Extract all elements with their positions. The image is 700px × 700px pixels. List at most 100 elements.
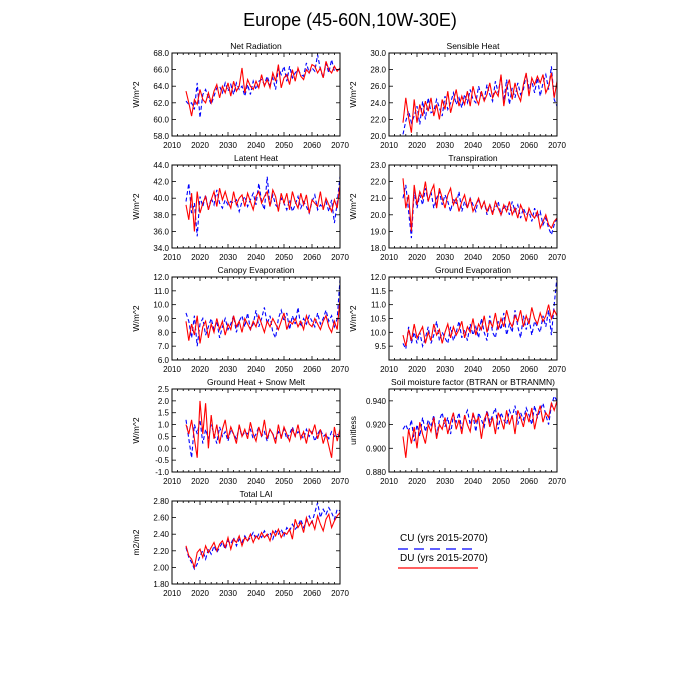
y-tick-label: 30.0 [370,49,386,58]
y-tick-label: 22.0 [370,115,386,124]
chart-ground-heat-snow-melt: 2010 2020 2030 2040 2050 2060 2070 -1.0 -0.5 0.0 0… [131,377,349,486]
x-tick-label: 2010 [380,141,398,150]
legend-label-du: DU (yrs 2015-2070) [400,553,488,564]
y-tick-label: 18.0 [370,244,386,253]
x-tick-label: 2030 [219,477,237,486]
y-tick-label: -1.0 [155,468,169,477]
y-tick-label: 8.0 [158,328,170,337]
y-tick-label: 26.0 [370,82,386,91]
chart-net-radiation: 2010 2020 2030 2040 2050 2060 2070 58.0 60.0 62.0… [131,41,349,150]
y-axis-label: W/m^2 [131,193,141,219]
y-tick-label: 1.0 [158,421,170,430]
y-axis-label: m2/m2 [131,529,141,555]
panel-title: Sensible Heat [447,41,501,51]
x-tick-label: 2020 [408,141,426,150]
y-tick-label: 0.940 [366,397,387,406]
x-tick-label: 2030 [436,253,454,262]
y-tick-label: 2.60 [153,514,169,523]
y-tick-label: 0.880 [366,468,387,477]
chart-latent-heat: 2010 2020 2030 2040 2050 2060 2070 34.0 36.0 38.0… [131,153,349,262]
y-tick-label: 0.0 [158,444,170,453]
x-tick-label: 2030 [436,477,454,486]
y-tick-label: 12.0 [370,273,386,282]
x-tick-label: 2030 [219,365,237,374]
x-tick-label: 2020 [191,365,209,374]
series-line-du [402,304,558,347]
y-axis-label: W/m^2 [131,81,141,107]
series-line-cu [185,502,341,571]
y-tick-label: 58.0 [153,132,169,141]
y-tick-label: 12.0 [153,273,169,282]
x-tick-label: 2050 [492,365,510,374]
y-tick-label: 2.0 [158,397,170,406]
x-tick-label: 2050 [275,365,293,374]
x-tick-label: 2060 [520,477,538,486]
y-tick-label: 19.0 [370,227,386,236]
panel-title: Ground Evaporation [435,265,511,275]
x-tick-label: 2010 [380,365,398,374]
y-tick-label: 2.00 [153,563,169,572]
x-tick-label: 2070 [331,253,349,262]
legend-label-cu: CU (yrs 2015-2070) [400,533,488,544]
x-tick-label: 2040 [247,365,265,374]
x-tick-label: 2070 [548,253,566,262]
y-tick-label: 2.40 [153,530,169,539]
series-line-du [402,400,558,458]
x-tick-label: 2060 [303,365,321,374]
y-tick-label: 10.0 [153,301,169,310]
x-tick-label: 2010 [380,253,398,262]
y-tick-label: 0.920 [366,421,387,430]
y-tick-label: -0.5 [155,456,169,465]
series-line-du [185,400,341,458]
y-tick-label: 1.5 [158,409,170,418]
series-line-cu [185,279,341,347]
x-tick-label: 2020 [191,253,209,262]
x-tick-label: 2010 [163,477,181,486]
y-tick-label: 11.0 [154,287,170,296]
y-axis-label: W/m^2 [348,193,358,219]
x-tick-label: 2020 [408,365,426,374]
y-tick-label: 7.0 [158,342,170,351]
y-tick-label: 23.0 [370,161,386,170]
series-line-du [402,72,558,133]
chart-ground-evaporation: 2010 2020 2030 2040 2050 2060 2070 9.5 10.0 10.5 1… [348,265,566,374]
x-tick-label: 2050 [275,253,293,262]
y-tick-label: 2.80 [153,497,169,506]
x-tick-label: 2040 [247,477,265,486]
y-tick-label: 9.0 [158,315,170,324]
y-tick-label: 9.5 [375,342,387,351]
x-tick-label: 2040 [464,477,482,486]
y-tick-label: 0.900 [366,444,387,453]
x-tick-label: 2050 [275,477,293,486]
x-tick-label: 2010 [380,477,398,486]
panel-title: Soil moisture factor (BTRAN or BTRANMN) [391,377,555,387]
y-tick-label: 38.0 [153,211,169,220]
x-tick-label: 2070 [331,589,349,598]
y-tick-label: 40.0 [153,194,169,203]
figure-title: Europe (45-60N,10W-30E) [243,10,457,30]
x-tick-label: 2040 [464,141,482,150]
y-tick-label: 6.0 [158,356,170,365]
x-tick-label: 2050 [275,141,293,150]
x-tick-label: 2020 [408,477,426,486]
chart-panels: 2010 2020 2030 2040 2050 2060 2070 58.0 60.0 62.0… [131,41,566,598]
panel-title: Total LAI [239,489,272,499]
y-tick-label: 11.0 [371,301,387,310]
chart-sensible-heat: 2010 2020 2030 2040 2050 2060 2070 20.0 22.0 24.0… [348,41,566,150]
y-tick-label: 20.0 [370,211,386,220]
y-tick-label: 24.0 [370,99,386,108]
panel-title: Ground Heat + Snow Melt [207,377,306,387]
series-line-cu [402,394,558,442]
x-tick-label: 2040 [247,589,265,598]
y-tick-label: 60.0 [153,115,169,124]
chart-soil-moisture-factor-btran-or-btranmn: 2010 2020 2030 2040 2050 2060 2070 0.880 0.900 0.… [348,377,566,486]
x-tick-label: 2060 [520,141,538,150]
x-tick-label: 2050 [275,589,293,598]
panel-title: Transpiration [448,153,498,163]
chart-transpiration: 2010 2020 2030 2040 2050 2060 2070 18.0 19.0 20.0… [348,153,566,262]
legend: CU (yrs 2015-2070) DU (yrs 2015-2070) [398,533,488,569]
y-axis-label: W/m^2 [131,417,141,443]
y-axis-label: W/m^2 [348,81,358,107]
x-tick-label: 2060 [303,477,321,486]
